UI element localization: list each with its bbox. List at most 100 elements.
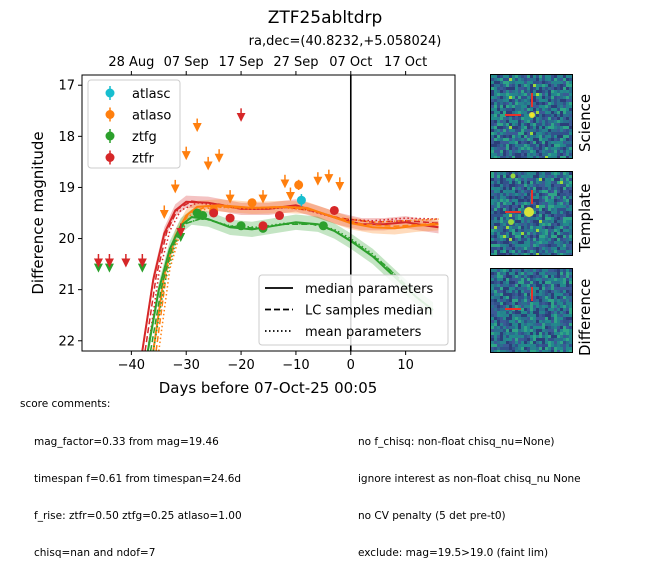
stamp-pixel bbox=[524, 114, 527, 117]
stamp-pixel bbox=[527, 144, 530, 147]
stamp-pixel bbox=[560, 99, 563, 102]
stamp-pixel bbox=[500, 223, 503, 226]
stamp-pixel bbox=[560, 217, 563, 220]
stamp-pixel bbox=[524, 350, 527, 352]
stamp-pixel bbox=[521, 302, 524, 305]
stamp-pixel bbox=[569, 244, 572, 247]
stamp-pixel bbox=[515, 199, 518, 202]
stamp-pixel bbox=[491, 208, 494, 211]
stamp-pixel bbox=[557, 272, 560, 275]
stamp-pixel bbox=[554, 284, 557, 287]
stamp-pixel bbox=[560, 241, 563, 244]
stamp-pixel bbox=[569, 214, 572, 217]
comment-line: no CV penalty (5 det pre-t0) bbox=[358, 510, 506, 523]
stamp-pixel bbox=[566, 296, 569, 299]
stamp-pixel bbox=[569, 220, 572, 223]
stamp-pixel bbox=[512, 90, 515, 93]
stamp-pixel bbox=[512, 178, 515, 181]
stamp-pixel bbox=[491, 187, 494, 190]
stamp-pixel bbox=[545, 235, 548, 238]
stamp-pixel bbox=[509, 196, 512, 199]
stamp-pixel bbox=[524, 187, 527, 190]
stamp-pixel bbox=[560, 156, 563, 158]
stamp-pixel bbox=[524, 153, 527, 156]
stamp-pixel bbox=[545, 75, 548, 78]
stamp-pixel bbox=[518, 156, 521, 158]
stamp-pixel bbox=[539, 232, 542, 235]
page-title: ZTF25abltdrp bbox=[267, 8, 383, 28]
stamp-pixel bbox=[497, 238, 500, 241]
stamp-pixel bbox=[539, 341, 542, 344]
stamp-pixel bbox=[563, 214, 566, 217]
stamp-pixel bbox=[539, 226, 542, 229]
stamp-pixel bbox=[557, 284, 560, 287]
stamp-pixel bbox=[536, 223, 539, 226]
stamp-pixel bbox=[494, 172, 497, 175]
plot-frame bbox=[81, 74, 456, 352]
stamp-pixel bbox=[524, 93, 527, 96]
stamp-pixel bbox=[536, 117, 539, 120]
stamp-pixel bbox=[545, 81, 548, 84]
stamp-pixel bbox=[548, 341, 551, 344]
stamp-pixel bbox=[533, 217, 536, 220]
stamp-pixel bbox=[512, 102, 515, 105]
stamp-pixel bbox=[491, 275, 494, 278]
stamp-pixel bbox=[524, 190, 527, 193]
stamp-pixel bbox=[497, 111, 500, 114]
stamp-pixel bbox=[512, 278, 515, 281]
stamp-pixel bbox=[548, 78, 551, 81]
stamp-pixel bbox=[512, 344, 515, 347]
stamp-pixel bbox=[554, 96, 557, 99]
stamp-pixel bbox=[515, 102, 518, 105]
stamp-pixel bbox=[557, 311, 560, 314]
stamp-pixel bbox=[527, 290, 530, 293]
stamp-pixel bbox=[545, 93, 548, 96]
stamp-pixel bbox=[524, 244, 527, 247]
stamp-pixel bbox=[491, 172, 494, 175]
stamp-pixel bbox=[539, 144, 542, 147]
stamp-pixel bbox=[521, 244, 524, 247]
stamp-pixel bbox=[518, 78, 521, 81]
stamp-pixel bbox=[539, 153, 542, 156]
stamp-pixel bbox=[542, 120, 545, 123]
stamp-pixel bbox=[536, 99, 539, 102]
stamp-pixel bbox=[512, 305, 515, 308]
stamp-pixel bbox=[536, 350, 539, 352]
stamp-pixel bbox=[491, 78, 494, 81]
stamp-pixel bbox=[569, 105, 572, 108]
stamp-pixel bbox=[542, 235, 545, 238]
stamp-pixel bbox=[548, 217, 551, 220]
stamp-pixel bbox=[527, 202, 530, 205]
stamp-pixel bbox=[524, 175, 527, 178]
stamp-pixel bbox=[554, 311, 557, 314]
stamp-pixel bbox=[500, 344, 503, 347]
stamp-pixel bbox=[557, 108, 560, 111]
stamp-pixel bbox=[557, 244, 560, 247]
stamp-pixel bbox=[515, 196, 518, 199]
stamp-pixel bbox=[491, 299, 494, 302]
stamp-pixel bbox=[497, 275, 500, 278]
stamp-pixel bbox=[539, 241, 542, 244]
stamp-pixel bbox=[551, 275, 554, 278]
stamp-pixel bbox=[545, 108, 548, 111]
stamp-pixel bbox=[569, 253, 572, 255]
stamp-pixel bbox=[530, 226, 533, 229]
stamp-pixel bbox=[530, 244, 533, 247]
stamp-pixel bbox=[560, 75, 563, 78]
stamp-pixel bbox=[518, 281, 521, 284]
stamp-pixel bbox=[551, 138, 554, 141]
stamp-pixel bbox=[503, 187, 506, 190]
stamp-pixel bbox=[551, 105, 554, 108]
stamp-pixel bbox=[509, 272, 512, 275]
stamp-pixel bbox=[533, 141, 536, 144]
stamp-pixel bbox=[497, 208, 500, 211]
stamp-pixel bbox=[563, 120, 566, 123]
stamp-pixel bbox=[527, 102, 530, 105]
stamp-pixel bbox=[542, 114, 545, 117]
stamp-pixel bbox=[557, 178, 560, 181]
stamp-pixel bbox=[506, 238, 509, 241]
stamp-pixel bbox=[509, 244, 512, 247]
stamp-pixel bbox=[548, 329, 551, 332]
stamp-pixel bbox=[557, 323, 560, 326]
stamp-pixel bbox=[551, 235, 554, 238]
